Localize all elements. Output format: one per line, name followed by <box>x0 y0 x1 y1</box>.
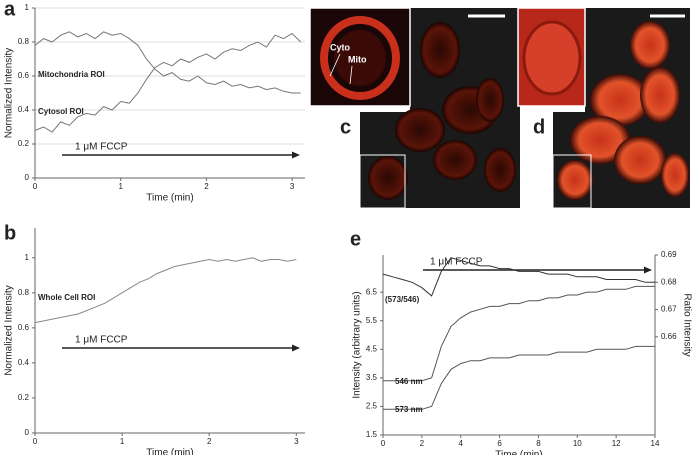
x-tick-label: 0 <box>33 182 38 191</box>
y2-axis-label: Ratio Intensity <box>681 293 692 356</box>
y-tick-label: 0.6 <box>18 71 30 80</box>
x-axis-label: Time (min) <box>146 193 193 204</box>
x-tick-label: 1 <box>120 437 125 446</box>
series-line <box>34 257 297 324</box>
arrow-head <box>644 266 652 274</box>
x-tick-label: 3 <box>290 182 295 191</box>
annotation: 1 μM FCCP <box>430 257 483 268</box>
series-line <box>382 257 655 297</box>
y-tick-label: 1 <box>25 3 30 12</box>
panel-label: a <box>4 0 16 20</box>
series-line <box>383 345 655 410</box>
panel-label: d <box>533 116 545 138</box>
series-label: 573 nm <box>395 405 423 414</box>
y-tick-label: 0.2 <box>18 139 30 148</box>
y-tick-label: 6.5 <box>366 287 378 296</box>
x-tick-label: 2 <box>207 437 212 446</box>
y-tick-label: 4.5 <box>366 344 378 353</box>
y-tick-label: 0.6 <box>18 323 30 332</box>
y-tick-label: 0.2 <box>18 393 30 402</box>
y-tick-label: 0.4 <box>18 105 30 114</box>
annotation: 1 μM FCCP <box>75 335 128 346</box>
arrow-head <box>292 344 300 352</box>
x-tick-label: 0 <box>381 439 386 448</box>
y2-tick-label: 0.67 <box>661 305 677 314</box>
series-label: (573/546) <box>385 295 420 304</box>
x-tick-label: 10 <box>573 439 582 448</box>
x-tick-label: 1 <box>118 182 123 191</box>
x-tick-label: 3 <box>294 437 299 446</box>
arrow-head <box>292 151 300 159</box>
inset-label: Cyto <box>330 42 351 52</box>
y-tick-label: 0.4 <box>18 358 30 367</box>
panel-label: b <box>4 222 16 244</box>
series-label: Cytosol ROI <box>38 107 84 116</box>
series-label: Whole Cell ROI <box>38 293 95 302</box>
series-line <box>34 32 302 133</box>
y-tick-label: 0 <box>25 173 30 182</box>
y-axis-label: Intensity (arbitrary units) <box>352 291 363 398</box>
annotation: 1 μM FCCP <box>75 142 128 153</box>
y2-tick-label: 0.68 <box>661 277 677 286</box>
micrograph-c <box>309 7 520 209</box>
panel-label: e <box>350 228 361 250</box>
x-tick-label: 12 <box>612 439 621 448</box>
y-tick-label: 2.5 <box>366 402 378 411</box>
y-tick-label: 1 <box>25 253 30 262</box>
x-tick-label: 2 <box>420 439 425 448</box>
y-axis-label: Normalized Intensity <box>4 285 15 376</box>
pointer <box>349 65 353 85</box>
micrograph-d <box>517 7 690 209</box>
y2-tick-label: 0.69 <box>661 250 677 259</box>
y2-tick-label: 0.66 <box>661 332 677 341</box>
panel-label: c <box>340 116 351 138</box>
series-line <box>34 31 301 94</box>
y-tick-label: 0.8 <box>18 37 30 46</box>
series-label: Mitochondria ROI <box>38 70 105 79</box>
x-tick-label: 2 <box>204 182 209 191</box>
x-tick-label: 4 <box>458 439 463 448</box>
x-tick-label: 6 <box>497 439 502 448</box>
y-tick-label: 0.8 <box>18 288 30 297</box>
y-tick-label: 5.5 <box>366 316 378 325</box>
y-tick-label: 3.5 <box>366 373 378 382</box>
x-axis-label: Time (min) <box>495 450 542 455</box>
x-tick-label: 14 <box>651 439 660 448</box>
x-tick-label: 0 <box>33 437 38 446</box>
pointer <box>329 53 341 77</box>
x-tick-label: 8 <box>536 439 541 448</box>
y-tick-label: 0 <box>25 428 30 437</box>
x-axis-label: Time (min) <box>146 448 193 455</box>
y-axis-label: Normalized Intensity <box>4 48 15 139</box>
inset-label: Mito <box>348 54 367 64</box>
series-label: 546 nm <box>395 377 423 386</box>
y-tick-label: 1.5 <box>366 430 378 439</box>
series-line <box>383 285 655 382</box>
